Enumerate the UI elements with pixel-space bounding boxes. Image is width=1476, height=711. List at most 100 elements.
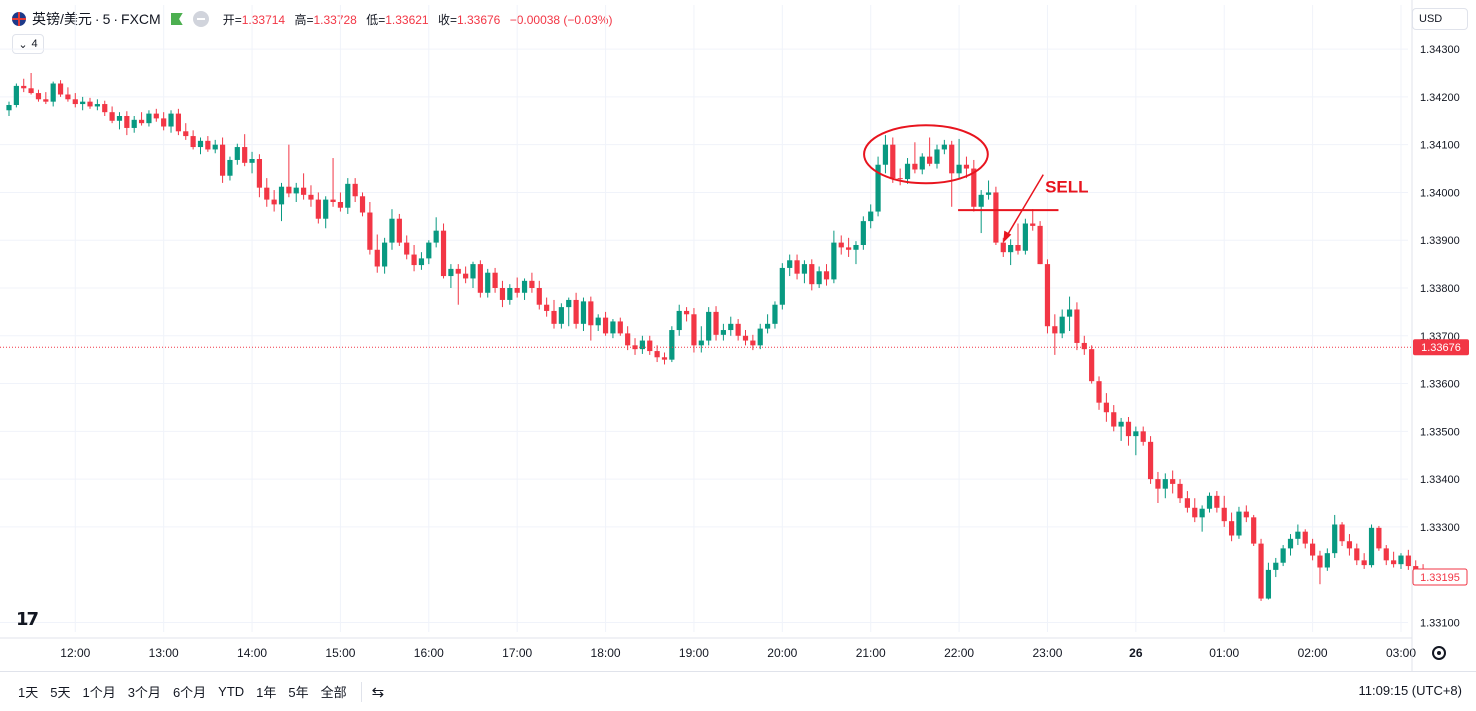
range-6m-button[interactable]: 6个月 (172, 685, 207, 700)
candle-body (485, 272, 491, 293)
x-tick-label: 01:00 (1209, 646, 1239, 660)
interval-label[interactable]: 5 (102, 11, 111, 27)
range-all-button[interactable]: 全部 (320, 685, 347, 700)
candle-body (190, 136, 196, 148)
candle-body (13, 85, 19, 106)
candle-body (278, 186, 285, 205)
compare-icon[interactable]: ⇆ (371, 683, 385, 701)
candle-body (521, 280, 528, 293)
candle-body (1265, 569, 1272, 599)
candle-body (138, 119, 145, 124)
y-tick-label: 1.33400 (1420, 474, 1460, 486)
candle-body (1287, 538, 1294, 549)
candle-body (330, 199, 336, 202)
candle-body (1118, 421, 1124, 427)
candle-body (470, 264, 476, 279)
candle-body (1251, 517, 1257, 544)
candle-body (455, 268, 461, 274)
y-tick-label: 1.34300 (1420, 44, 1460, 56)
close-label: 收= (437, 12, 457, 27)
candle-body (440, 230, 447, 277)
x-tick-label: 16:00 (414, 646, 444, 660)
candle-body (558, 307, 564, 324)
candle-body (256, 159, 263, 188)
candle-body (1221, 507, 1227, 522)
candle-body (1280, 548, 1286, 563)
candle-body (1317, 555, 1323, 568)
candle-body (1383, 548, 1389, 561)
candle-body (661, 357, 668, 360)
candle-body (507, 288, 513, 300)
x-tick-label: 21:00 (856, 646, 886, 660)
symbol-legend[interactable]: 英镑/美元 · 5 · FXCM 开=1.33714 高=1.33728 低=1… (12, 10, 618, 28)
tradingview-logo[interactable]: 17 (16, 609, 39, 630)
symbol-name[interactable]: 英镑/美元 (32, 11, 92, 27)
candle-body (787, 260, 793, 268)
range-5y-button[interactable]: 5年 (288, 685, 309, 700)
x-tick-label: 02:00 (1298, 646, 1328, 660)
candle-body (551, 310, 557, 324)
candle-body (1162, 479, 1168, 489)
candle-body (1398, 555, 1404, 565)
y-tick-label: 1.33800 (1420, 283, 1460, 295)
candle-body (794, 260, 800, 274)
candle-body (1059, 316, 1065, 334)
candle-body (1339, 524, 1345, 542)
candle-body (1295, 531, 1301, 539)
candle-body (927, 156, 933, 164)
candle-body (1214, 495, 1220, 508)
candle-body (669, 330, 675, 360)
x-tick-label: 20:00 (767, 646, 797, 660)
candle-body (514, 288, 520, 293)
candle-body (588, 301, 594, 326)
price-chart[interactable]: 1.34300 1.34200 1.34100 1.34000 1.33900 1.338… (0, 0, 1476, 671)
range-1m-button[interactable]: 1个月 (82, 685, 116, 700)
range-5d-button[interactable]: 5天 (50, 685, 71, 700)
candle-body (35, 93, 42, 100)
candle-body (1170, 479, 1176, 484)
range-1y-button[interactable]: 1年 (256, 685, 277, 700)
candle-body (728, 323, 734, 331)
settings-icon[interactable] (1432, 646, 1446, 660)
range-1d-button[interactable]: 1天 (18, 685, 39, 700)
candle-body (21, 85, 27, 89)
candle-body (1111, 412, 1117, 427)
candle-body (80, 101, 86, 105)
y-tick-label: 1.33100 (1420, 617, 1460, 629)
candle-body (50, 83, 56, 102)
candle-body (286, 186, 292, 194)
candle-body (271, 199, 277, 205)
candle-body (426, 242, 432, 259)
candle-body (249, 159, 255, 163)
candle-body (359, 196, 366, 213)
candle-body (6, 105, 12, 111)
candle-body (352, 183, 358, 197)
legend-separator: · (113, 11, 119, 27)
candle-body (175, 113, 181, 132)
candle-body (691, 314, 697, 346)
candle-body (1037, 225, 1043, 265)
range-ytd-button[interactable]: YTD (218, 684, 245, 699)
range-3m-button[interactable]: 3个月 (127, 685, 161, 700)
low-label: 低= (366, 12, 386, 27)
candle-body (831, 242, 837, 280)
candle-body (94, 104, 100, 107)
candle-body (676, 310, 682, 331)
candle-body (809, 264, 815, 285)
top-pattern-ellipse (863, 124, 989, 185)
hide-legend-button[interactable] (192, 11, 209, 27)
y-tick-label: 1.34000 (1420, 187, 1460, 199)
candle-body (1332, 524, 1338, 554)
candle-body (404, 242, 410, 255)
x-tick-label: 19:00 (679, 646, 709, 660)
candle-body (647, 340, 653, 352)
flag-icon (12, 12, 26, 26)
candle-body (477, 264, 483, 293)
candle-body (87, 101, 93, 107)
candle-body (610, 321, 616, 334)
candle-body (801, 264, 808, 274)
candle-body (868, 211, 874, 222)
candle-body (65, 94, 71, 100)
clock-label[interactable]: 11:09:15 (UTC+8) (1358, 683, 1462, 698)
